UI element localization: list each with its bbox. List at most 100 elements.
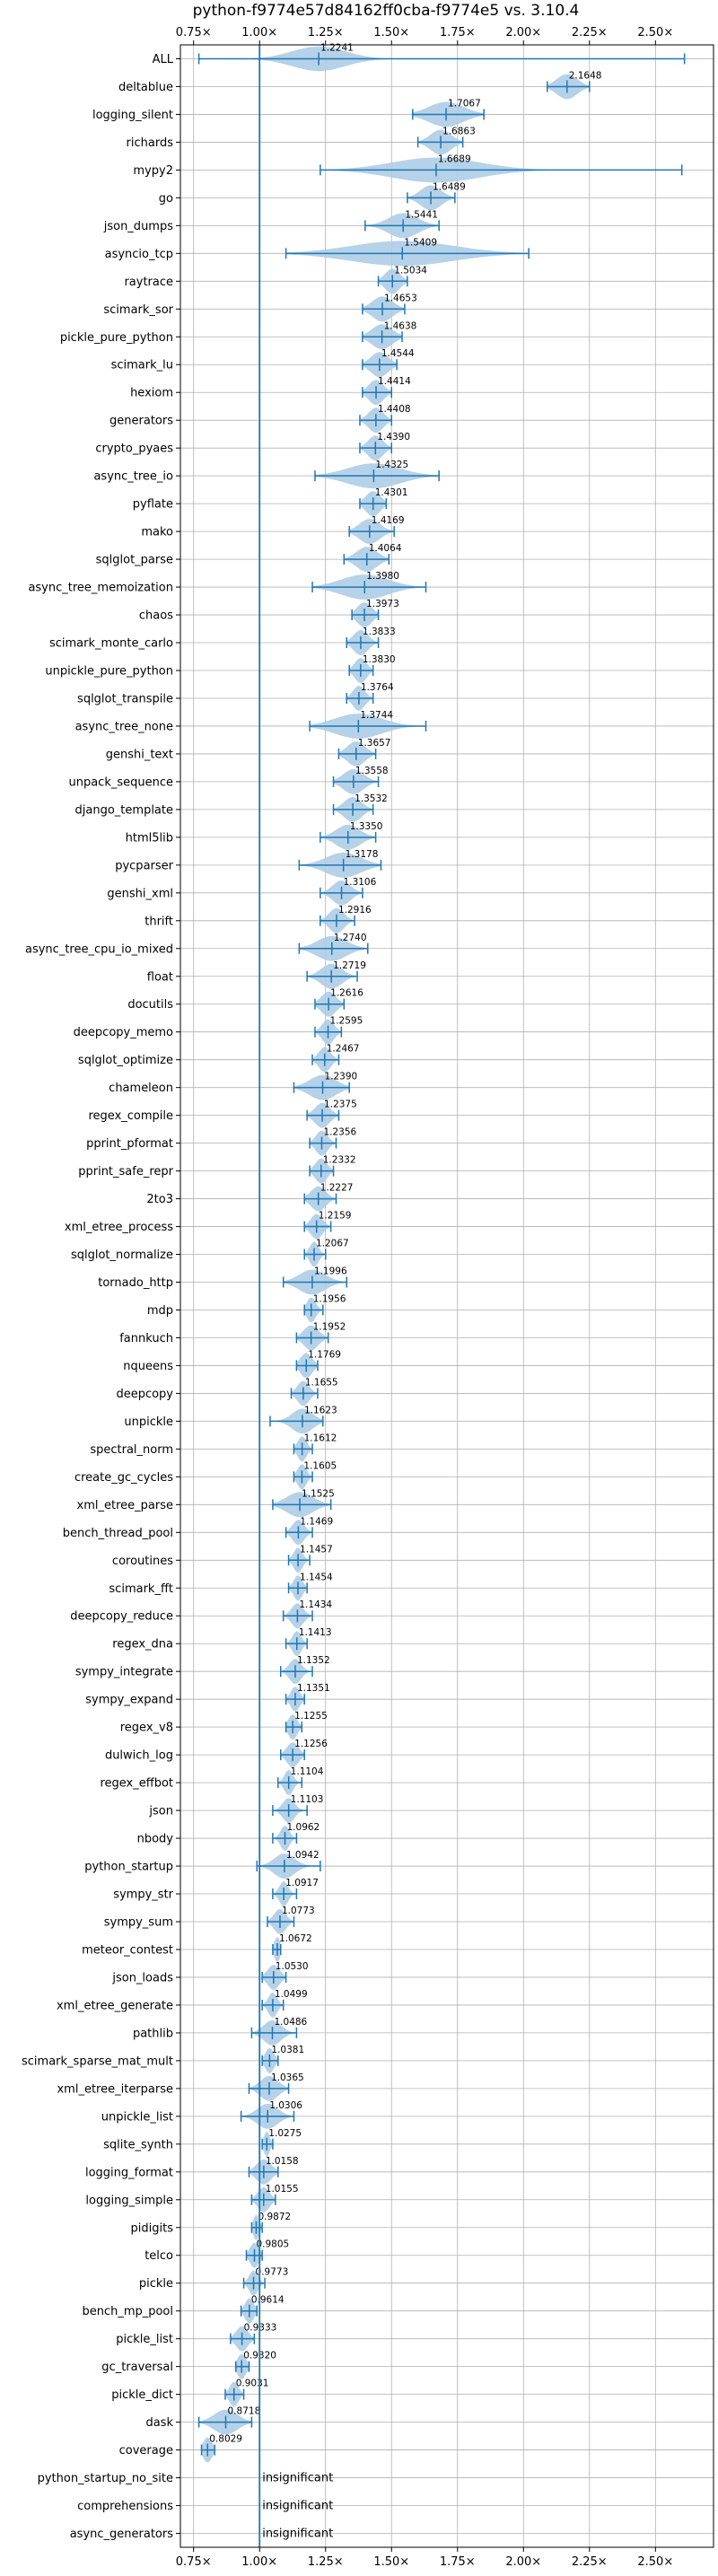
median-label: 1.3973 [366, 599, 399, 609]
median-label: 1.1956 [313, 1293, 346, 1304]
median-label: 1.3980 [366, 571, 399, 582]
median-label: 1.4408 [378, 404, 411, 415]
median-label: 0.9031 [236, 2379, 269, 2389]
y-tick-label: scimark_fft [109, 1582, 173, 1596]
median-label: 1.2067 [316, 1239, 349, 1249]
violin-layer: 1.22412.16481.70671.68631.66891.64891.54… [197, 42, 686, 2547]
y-tick-label: sympy_sum [104, 1916, 173, 1930]
axis-layer: 0.75× 0.75× 1.00× 1.00× 1.25× 1.25× 1.50× 1.50×… [22, 26, 714, 2569]
y-tick-label: html5lib [126, 831, 173, 845]
x-tick-label-bottom: 0.75× [176, 2555, 212, 2569]
y-tick-label: pprint_pformat [86, 1137, 173, 1151]
y-tick-label: async_generators [70, 2528, 174, 2541]
violin-body [198, 46, 685, 72]
y-tick-label: scimark_lu [111, 359, 173, 372]
y-tick-label: nbody [137, 1833, 174, 1846]
median-label: 1.1351 [297, 1683, 330, 1694]
median-label: 1.3558 [355, 766, 389, 776]
y-tick-label: xml_etree_generate [57, 1999, 173, 2012]
median-label: 1.2159 [319, 1211, 352, 1222]
median-label: 1.0942 [286, 1850, 320, 1861]
x-tick-label-top: 2.00× [505, 26, 541, 39]
x-tick-label-top: 0.75× [176, 26, 212, 39]
y-tick-label: pickle_list [116, 2333, 173, 2346]
y-tick-label: deepcopy [116, 1388, 173, 1401]
median-label: 1.0158 [266, 2156, 299, 2167]
x-tick-label-bottom: 2.25× [572, 2555, 608, 2569]
median-label: 1.1605 [303, 1460, 337, 1471]
y-tick-label: pidigits [131, 2221, 174, 2235]
y-tick-label: hexiom [130, 387, 173, 400]
y-tick-label: mdp [147, 1304, 173, 1318]
median-label: 1.4638 [384, 320, 417, 331]
median-label: 1.1104 [291, 1766, 324, 1777]
median-label: 1.3106 [344, 877, 377, 888]
y-tick-label: unpickle_list [101, 2110, 173, 2124]
y-tick-label: pickle [139, 2277, 173, 2291]
y-tick-label: coverage [119, 2444, 173, 2458]
x-tick-label-top: 2.50× [637, 26, 673, 39]
y-tick-label: python_startup [84, 1861, 173, 1874]
y-tick-label: json_loads [111, 1971, 173, 1985]
y-tick-label: pickle_dict [111, 2388, 173, 2402]
median-label: 1.1454 [300, 1572, 333, 1582]
median-label: 1.2467 [327, 1044, 360, 1055]
median-label: 1.7067 [448, 98, 481, 109]
x-tick-label-bottom: 2.00× [505, 2555, 541, 2569]
median-label: 1.1612 [304, 1433, 337, 1443]
median-label: 1.1769 [308, 1349, 341, 1360]
median-label: 2.1648 [569, 70, 602, 81]
y-tick-label: crypto_pyaes [95, 442, 173, 456]
insignificant-label: insignificant [262, 2528, 333, 2541]
y-tick-label: generators [109, 415, 173, 428]
y-tick-label: regex_dna [112, 1638, 173, 1652]
median-label: 1.1434 [299, 1599, 332, 1610]
median-label: 1.0672 [279, 1933, 312, 1944]
median-label: 1.3830 [363, 654, 396, 665]
x-tick-label-top: 1.25× [308, 26, 344, 39]
median-label: 1.2332 [323, 1155, 356, 1166]
y-tick-label: nqueens [123, 1360, 173, 1373]
y-tick-label: xml_etree_iterparse [57, 2082, 173, 2096]
y-tick-label: sympy_expand [85, 1694, 173, 1707]
y-tick-label: genshi_xml [107, 887, 173, 900]
median-label: 1.0499 [275, 1989, 308, 2000]
x-tick-label-top: 1.75× [440, 26, 476, 39]
y-tick-label: bench_mp_pool [82, 2305, 173, 2318]
y-tick-label: async_tree_io [93, 470, 173, 484]
median-label: 1.4169 [372, 515, 405, 526]
y-tick-label: xml_etree_parse [77, 1499, 173, 1512]
y-tick-label: dask [145, 2416, 173, 2430]
median-label: 1.0917 [285, 1878, 319, 1888]
y-tick-label: sqlglot_optimize [78, 1054, 173, 1067]
y-tick-label: logging_format [85, 2166, 173, 2179]
y-tick-label: raytrace [124, 276, 173, 289]
x-tick-label-bottom: 1.75× [440, 2555, 476, 2569]
y-tick-label: docutils [127, 998, 173, 1012]
y-tick-label: chameleon [109, 1082, 173, 1095]
y-tick-label: json_dumps [103, 220, 173, 233]
median-label: 1.1352 [297, 1655, 330, 1666]
y-tick-label: thrift [144, 915, 173, 928]
y-tick-label: genshi_text [106, 748, 173, 761]
y-tick-label: json [148, 1805, 173, 1818]
median-label: 1.2916 [338, 905, 372, 916]
median-label: 1.2390 [324, 1072, 357, 1082]
median-label: 1.4544 [381, 348, 415, 359]
insignificant-label: insignificant [262, 2500, 333, 2513]
median-label: 1.2740 [334, 933, 367, 943]
median-label: 1.1256 [294, 1739, 328, 1749]
median-label: 1.3657 [358, 738, 391, 749]
y-tick-label: dulwich_log [105, 1749, 173, 1763]
y-tick-label: tornado_http [98, 1276, 173, 1290]
y-tick-label: mypy2 [133, 164, 173, 178]
y-tick-label: meteor_contest [82, 1943, 173, 1957]
median-label: 1.1457 [300, 1544, 333, 1555]
plot-frame [180, 44, 714, 2548]
y-tick-label: pprint_safe_repr [78, 1165, 173, 1178]
median-label: 1.0530 [276, 1961, 309, 1972]
y-tick-label: unpickle_pure_python [45, 665, 173, 679]
median-label: 1.2595 [330, 1016, 363, 1027]
